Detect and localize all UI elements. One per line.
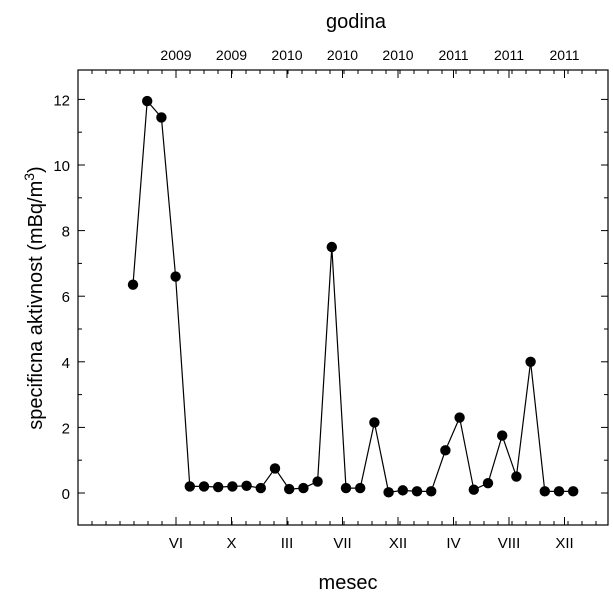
y-tick-label: 4 <box>62 355 70 372</box>
y-axis-label: specificna aktivnost (mBq/m3) <box>21 166 47 429</box>
y-tick-label: 2 <box>62 420 70 437</box>
plot-frame <box>77 69 609 526</box>
x-tick-label: VI <box>169 535 183 552</box>
data-point <box>298 482 309 494</box>
data-point <box>553 486 565 497</box>
y-tick-label: 8 <box>62 224 70 241</box>
data-point <box>340 482 352 494</box>
top-tick-label: 2010 <box>271 47 302 63</box>
data-point <box>227 481 238 492</box>
data-point <box>156 112 167 123</box>
data-point <box>468 484 479 495</box>
data-point <box>397 485 408 496</box>
x-tick-label: VIII <box>498 535 521 552</box>
x-tick-label: XII <box>389 535 407 552</box>
y-tick-label: 0 <box>62 486 70 503</box>
data-points <box>127 95 579 498</box>
data-point <box>312 476 323 487</box>
x-tick-label: XII <box>555 535 573 552</box>
data-point <box>127 279 139 290</box>
data-point <box>170 271 181 282</box>
top-tick-label: 2011 <box>494 47 524 63</box>
data-point <box>269 463 281 474</box>
data-point <box>142 95 153 107</box>
x-tick-label: VII <box>333 535 351 552</box>
data-point <box>511 471 522 482</box>
y-axis-label-close: ) <box>25 166 47 173</box>
data-point <box>482 477 494 489</box>
y-axis-label-sup: 3 <box>21 173 37 181</box>
top-tick-label: 2011 <box>549 47 579 63</box>
data-point <box>383 487 394 498</box>
data-point <box>184 481 195 492</box>
top-tick-label: 2009 <box>216 47 247 63</box>
y-axis: 0 2 4 6 8 10 12 <box>53 92 608 503</box>
y-tick-label: 10 <box>53 158 70 175</box>
top-tick-label: 2010 <box>327 47 358 63</box>
x-tick-label: III <box>281 535 294 552</box>
data-point <box>568 486 579 497</box>
y-axis-label-text: specificna aktivnost (mBq/m <box>25 181 47 430</box>
data-point <box>198 481 210 492</box>
data-point <box>497 430 508 441</box>
x-axis-label: mesec <box>319 572 378 594</box>
x-axis-top: 2009 2009 2010 2010 2010 2011 2011 2011 <box>91 47 597 78</box>
top-tick-label: 2010 <box>382 47 413 63</box>
data-point <box>525 356 536 367</box>
data-point <box>426 486 437 497</box>
top-tick-label: 2009 <box>160 47 191 63</box>
y-tick-label: 12 <box>53 92 70 109</box>
data-point <box>355 482 366 494</box>
data-point <box>440 445 451 456</box>
data-point <box>411 486 423 497</box>
x-tick-label: IV <box>446 535 460 552</box>
series-line <box>132 99 574 493</box>
data-point <box>539 486 550 497</box>
y-tick-label: 6 <box>62 289 70 306</box>
data-point <box>454 412 465 423</box>
top-axis-label: godina <box>326 11 387 33</box>
data-point <box>284 483 295 495</box>
data-point <box>213 481 224 493</box>
x-axis-bottom: VI X III VII XII IV VIII XII <box>91 517 597 552</box>
data-point <box>241 480 252 491</box>
data-point <box>326 241 337 253</box>
x-tick-label: X <box>226 535 236 552</box>
top-tick-label: 2011 <box>438 47 468 63</box>
data-point <box>255 482 266 494</box>
data-point <box>369 417 380 428</box>
